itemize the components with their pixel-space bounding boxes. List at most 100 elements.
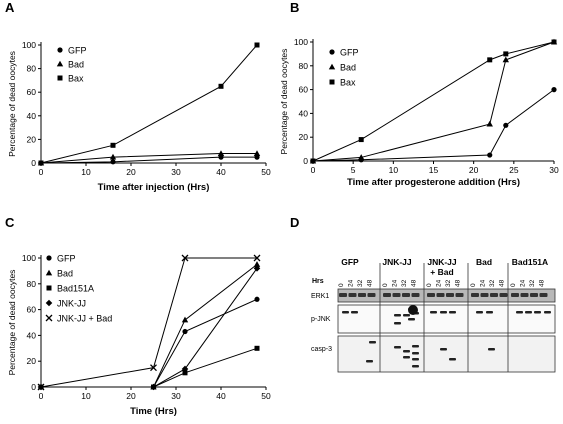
erk1-band bbox=[358, 293, 366, 297]
y-tick-label-a: 40 bbox=[27, 111, 37, 121]
erk1-band bbox=[383, 293, 391, 297]
pjnk-band bbox=[394, 322, 401, 325]
data-point-c-jnk-jj-bad bbox=[150, 364, 157, 372]
y-tick-label-c: 0 bbox=[31, 382, 36, 392]
legend-label-a-bad: Bad bbox=[68, 60, 84, 70]
pjnk-band bbox=[342, 311, 349, 314]
data-point-b-bax bbox=[503, 51, 509, 57]
legend-label-c-jnk-jj-bad: JNK-JJ + Bad bbox=[57, 314, 112, 324]
legend-marker-a-bax bbox=[57, 75, 63, 81]
x-tick-label-b: 30 bbox=[549, 165, 559, 175]
blot-hour-label: 24 bbox=[520, 279, 527, 287]
blot-hour-label: 32 bbox=[489, 279, 496, 287]
data-point-c-jnk-jj-bad bbox=[181, 254, 189, 262]
y-tick-label-a: 20 bbox=[27, 134, 37, 144]
blot-group-bad-label: Bad bbox=[476, 257, 492, 267]
pjnk-band bbox=[476, 311, 483, 314]
casp3-band bbox=[369, 341, 376, 344]
blot-hour-label: 0 bbox=[382, 283, 389, 287]
series-line-b-gfp bbox=[312, 89, 555, 162]
casp3-band bbox=[394, 346, 401, 349]
blot-hour-label: 24 bbox=[392, 279, 399, 287]
blot-row-erk1-label: ERK1 bbox=[311, 293, 329, 300]
x-tick-label-b: 10 bbox=[389, 165, 399, 175]
casp3-band bbox=[412, 365, 419, 368]
legend-marker-c-bad151a bbox=[46, 285, 52, 291]
y-axis-label-c: Percentage of dead oocytes bbox=[7, 270, 17, 376]
y-axis-label-b: Percentage of dead oocytes bbox=[279, 49, 289, 155]
y-tick-label-a: 60 bbox=[27, 87, 37, 97]
blot-strip-pjnk bbox=[337, 304, 556, 334]
blot-group-jnkjj-bad-label2: + Bad bbox=[430, 267, 453, 277]
panel-letter-a: A bbox=[5, 0, 15, 15]
chart-panel-a: 0 10 20 30 40 50 0 20 40 60 80 100 Time after inject… bbox=[7, 40, 271, 193]
data-point-b-bax bbox=[551, 39, 557, 45]
x-tick-label-a: 40 bbox=[216, 167, 226, 177]
y-tick-label-c: 40 bbox=[27, 330, 37, 340]
blot-hour-label: 0 bbox=[426, 283, 433, 287]
x-tick-label-b: 0 bbox=[311, 165, 316, 175]
legend-marker-c-bad bbox=[45, 269, 53, 276]
legend-label-b-gfp: GFP bbox=[340, 48, 359, 58]
panel-letter-c: C bbox=[5, 215, 15, 230]
y-tick-label-b: 80 bbox=[299, 61, 309, 71]
casp3-band bbox=[412, 345, 419, 348]
pjnk-band bbox=[486, 311, 493, 314]
x-tick-label-b: 5 bbox=[351, 165, 356, 175]
legend-label-a-bax: Bax bbox=[68, 74, 84, 84]
series-line-a-bax bbox=[40, 44, 258, 164]
data-point-b-bad bbox=[486, 120, 493, 127]
blot-hour-label: 0 bbox=[470, 283, 477, 287]
x-tick-label-b: 15 bbox=[429, 165, 439, 175]
data-point-b-gfp bbox=[487, 152, 493, 158]
blot-hour-label: 0 bbox=[338, 283, 345, 287]
blot-hour-label: 24 bbox=[436, 279, 443, 287]
chart-panel-c: 0 10 20 30 40 50 0 20 40 60 80 100 Time (Hrs) Percent… bbox=[7, 253, 271, 417]
series-line-b-bax bbox=[312, 41, 555, 162]
blot-hour-label: 24 bbox=[480, 279, 487, 287]
blot-hrs-label: Hrs bbox=[312, 278, 324, 285]
series-line-a-gfp bbox=[40, 156, 257, 164]
y-tick-label-a: 0 bbox=[31, 158, 36, 168]
blot-hour-label: 48 bbox=[455, 279, 462, 287]
y-tick-label-a: 80 bbox=[27, 64, 37, 74]
x-tick-label-c: 50 bbox=[261, 391, 271, 401]
data-point-c-jnk-jj bbox=[150, 383, 157, 391]
pjnk-band bbox=[449, 311, 456, 314]
blot-hour-label: 32 bbox=[445, 279, 452, 287]
data-point-b-gfp bbox=[503, 122, 509, 128]
erk1-band bbox=[530, 293, 538, 297]
legend-label-b-bax: Bax bbox=[340, 78, 356, 88]
y-axis-label-a: Percentage of dead oocytes bbox=[7, 51, 17, 157]
casp3-band bbox=[366, 360, 373, 363]
pjnk-band bbox=[516, 311, 523, 314]
data-point-b-bax bbox=[487, 57, 493, 63]
blot-row-pjnk-label: p-JNK bbox=[311, 316, 331, 323]
pjnk-band bbox=[534, 311, 541, 314]
blot-hour-label: 24 bbox=[348, 279, 355, 287]
data-point-a-bad bbox=[217, 150, 225, 156]
data-point-a-bax bbox=[110, 142, 116, 148]
erk1-band bbox=[480, 293, 489, 297]
casp3-band bbox=[412, 358, 419, 361]
data-point-a-bax bbox=[38, 160, 44, 166]
x-tick-label-c: 0 bbox=[39, 391, 44, 401]
y-tick-label-c: 60 bbox=[27, 305, 37, 315]
y-tick-label-c: 80 bbox=[27, 279, 37, 289]
x-tick-label-a: 50 bbox=[261, 167, 271, 177]
x-tick-label-b: 25 bbox=[509, 165, 519, 175]
legend-label-c-jnk-jj: JNK-JJ bbox=[57, 299, 86, 309]
x-tick-label-a: 30 bbox=[171, 167, 181, 177]
legend-marker-c-gfp bbox=[46, 255, 52, 261]
series-line-c-jnk-jj-bad bbox=[40, 257, 257, 388]
blot-hour-label: 0 bbox=[510, 283, 517, 287]
legend-marker-b-bax bbox=[329, 79, 335, 85]
blot-hour-label: 48 bbox=[539, 279, 546, 287]
data-point-c-jnk-jj-bad bbox=[37, 383, 45, 391]
data-point-b-bad bbox=[502, 56, 509, 63]
data-point-c-gfp bbox=[182, 328, 188, 335]
data-point-a-bax bbox=[254, 42, 260, 48]
erk1-band bbox=[539, 293, 548, 297]
data-point-b-bax bbox=[358, 137, 364, 143]
